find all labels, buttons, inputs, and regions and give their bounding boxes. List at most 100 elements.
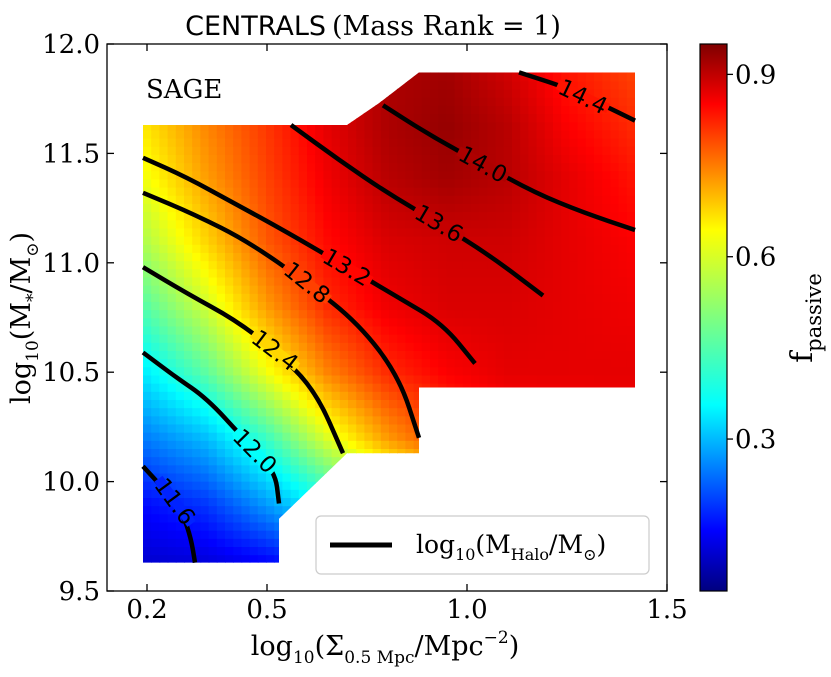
contour-label-gap-fill — [231, 427, 279, 475]
field-cell — [585, 105, 595, 115]
legend-box — [315, 515, 650, 575]
field-cell — [192, 513, 202, 523]
field-cell — [249, 546, 259, 556]
field-cell — [397, 333, 407, 343]
field-cell — [225, 260, 234, 270]
field-cell — [216, 268, 226, 278]
field-cell — [405, 292, 415, 302]
field-cell — [315, 309, 325, 319]
field-cell — [618, 284, 628, 294]
field-cell — [454, 505, 464, 515]
field-cell — [487, 309, 497, 319]
field-cell — [274, 358, 284, 368]
field-cell — [479, 448, 489, 458]
field-cell — [585, 186, 595, 196]
field-cell — [364, 178, 374, 188]
field-cell — [233, 105, 243, 115]
field-cell — [471, 113, 480, 123]
field-cell — [143, 162, 152, 172]
field-cell — [216, 431, 226, 441]
field-cell — [561, 194, 571, 204]
field-cell — [553, 137, 562, 147]
field-cell — [372, 382, 382, 392]
field-cell — [372, 211, 382, 221]
field-cell — [421, 391, 431, 400]
field-cell — [339, 489, 349, 499]
field-cell — [421, 358, 431, 368]
field-cell — [520, 252, 530, 262]
field-cell — [454, 366, 464, 376]
field-cell — [512, 309, 521, 319]
field-cell — [233, 227, 243, 237]
field-cell — [512, 162, 521, 172]
field-cell — [151, 497, 161, 507]
field-cell — [528, 456, 538, 466]
field-cell — [216, 260, 226, 270]
field-cell — [200, 464, 210, 474]
field-cell — [446, 96, 456, 106]
field-cell — [602, 145, 612, 155]
field-cell — [594, 219, 603, 229]
field-cell — [298, 448, 308, 458]
field-cell — [626, 456, 635, 466]
field-cell — [323, 472, 333, 482]
field-cell — [405, 80, 415, 90]
field-cell — [257, 505, 267, 515]
field-cell — [512, 325, 521, 335]
field-cell — [216, 391, 226, 400]
field-cell — [520, 292, 530, 302]
field-cell — [364, 374, 374, 384]
field-cell — [413, 178, 423, 188]
field-cell — [397, 505, 407, 515]
field-cell — [487, 121, 497, 131]
field-cell — [405, 211, 415, 221]
field-cell — [331, 342, 341, 351]
field-cell — [266, 121, 275, 131]
field-cell — [462, 342, 472, 351]
field-cell — [503, 489, 513, 499]
field-cell — [610, 113, 620, 123]
field-cell — [569, 96, 579, 106]
field-cell — [536, 423, 546, 433]
field-cell — [192, 456, 202, 466]
field-cell — [626, 292, 635, 302]
field-cell — [266, 137, 275, 147]
field-cell — [528, 113, 538, 123]
field-cell — [159, 374, 169, 384]
field-cell — [364, 260, 374, 270]
field-cell — [159, 350, 169, 360]
field-cell — [159, 538, 169, 548]
field-cell — [290, 162, 300, 172]
field-cell — [577, 243, 587, 253]
field-cell — [208, 235, 218, 245]
field-cell — [364, 186, 374, 196]
field-cell — [184, 154, 193, 164]
field-cell — [208, 456, 218, 466]
field-cell — [233, 162, 243, 172]
field-cell — [315, 268, 325, 278]
field-cell — [282, 121, 292, 131]
field-cell — [241, 260, 251, 270]
field-cell — [348, 96, 357, 106]
field-cell — [487, 440, 497, 449]
field-cell — [569, 366, 579, 376]
field-cell — [503, 211, 513, 221]
field-cell — [233, 382, 243, 392]
field-cell — [159, 505, 169, 515]
field-cell — [569, 391, 579, 400]
field-cell — [585, 129, 595, 139]
field-cell — [569, 154, 579, 164]
field-cell — [274, 423, 284, 433]
field-cell — [364, 391, 374, 400]
field-cell — [495, 431, 505, 441]
field-cell — [225, 382, 234, 392]
field-cell — [249, 88, 259, 98]
field-cell — [577, 325, 587, 335]
field-cell — [380, 88, 390, 98]
field-cell — [274, 113, 284, 123]
field-cell — [192, 407, 202, 417]
field-cell — [380, 276, 390, 286]
field-cell — [520, 342, 530, 351]
field-cell — [528, 366, 538, 376]
field-cell — [430, 407, 439, 417]
